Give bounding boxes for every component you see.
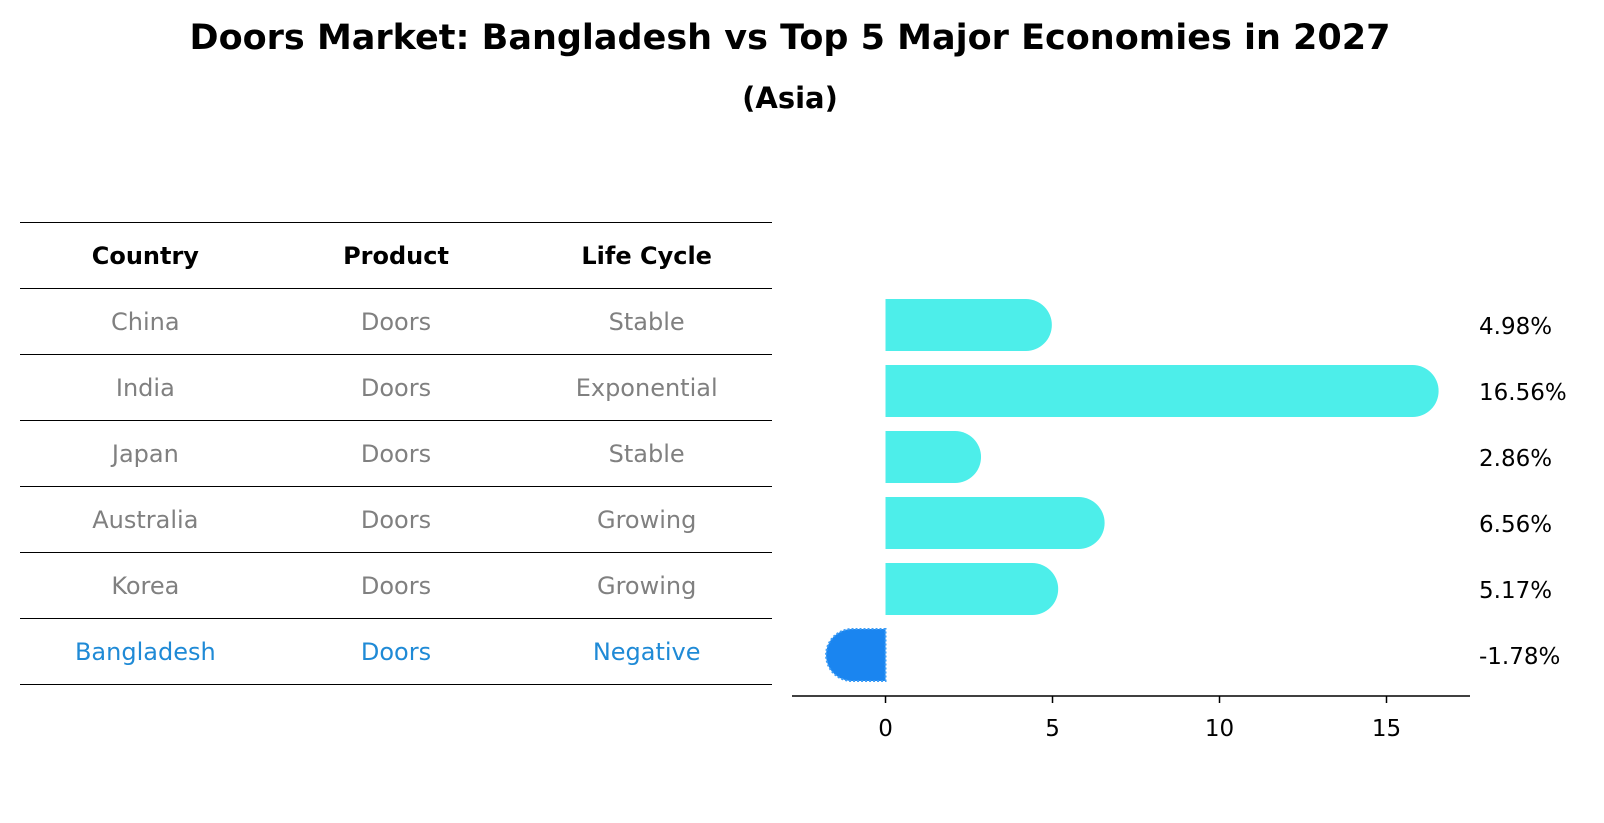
- product-cell: Doors: [360, 637, 432, 666]
- life-cycle-cell: Stable: [608, 439, 685, 468]
- country-cell: China: [111, 307, 180, 336]
- value-label: 5.17%: [1479, 578, 1552, 604]
- value-label: -1.78%: [1479, 644, 1560, 670]
- bar-korea: [885, 563, 1059, 615]
- market-table: Country Product Life Cycle China Doors S…: [20, 222, 772, 685]
- x-tick-label: 5: [1045, 716, 1060, 742]
- product-cell: Doors: [360, 373, 432, 402]
- life-cycle-cell: Stable: [608, 307, 685, 336]
- header-life-cycle: Life Cycle: [581, 241, 712, 270]
- x-tick-label: 10: [1205, 716, 1234, 742]
- life-cycle-cell: Exponential: [575, 373, 718, 402]
- header-country: Country: [91, 241, 199, 270]
- table-header-row: Country Product Life Cycle: [20, 223, 772, 289]
- country-cell: Japan: [111, 439, 179, 468]
- country-cell: India: [115, 373, 175, 402]
- life-cycle-cell: Growing: [596, 505, 697, 534]
- life-cycle-cell: Growing: [596, 571, 697, 600]
- value-label: 6.56%: [1479, 512, 1552, 538]
- bar-australia: [885, 497, 1105, 549]
- country-cell: Korea: [111, 571, 180, 600]
- table-row-highlighted: Bangladesh Doors Negative: [20, 619, 772, 685]
- bar-china: [885, 299, 1052, 351]
- bar-japan: [885, 431, 982, 483]
- product-cell: Doors: [360, 307, 432, 336]
- product-cell: Doors: [360, 571, 432, 600]
- value-label: 16.56%: [1479, 380, 1567, 406]
- value-label: 4.98%: [1479, 314, 1552, 340]
- header-product: Product: [343, 241, 449, 270]
- x-tick-label: 0: [878, 716, 893, 742]
- chart-title: Doors Market: Bangladesh vs Top 5 Major …: [189, 18, 1391, 58]
- table-row: India Doors Exponential: [20, 355, 772, 421]
- product-cell: Doors: [360, 439, 432, 468]
- table-row: Japan Doors Stable: [20, 421, 772, 487]
- table-row: China Doors Stable: [20, 289, 772, 355]
- product-cell: Doors: [360, 505, 432, 534]
- life-cycle-cell: Negative: [592, 637, 701, 666]
- country-cell: Australia: [92, 505, 199, 534]
- table-row: Australia Doors Growing: [20, 487, 772, 553]
- table-row: Korea Doors Growing: [20, 553, 772, 619]
- bar-india: [885, 365, 1439, 417]
- x-tick-label: 15: [1372, 716, 1401, 742]
- chart-subtitle: (Asia): [742, 81, 838, 115]
- bar-bangladesh: [825, 628, 887, 682]
- value-label: 2.86%: [1479, 446, 1552, 472]
- country-cell: Bangladesh: [74, 637, 216, 666]
